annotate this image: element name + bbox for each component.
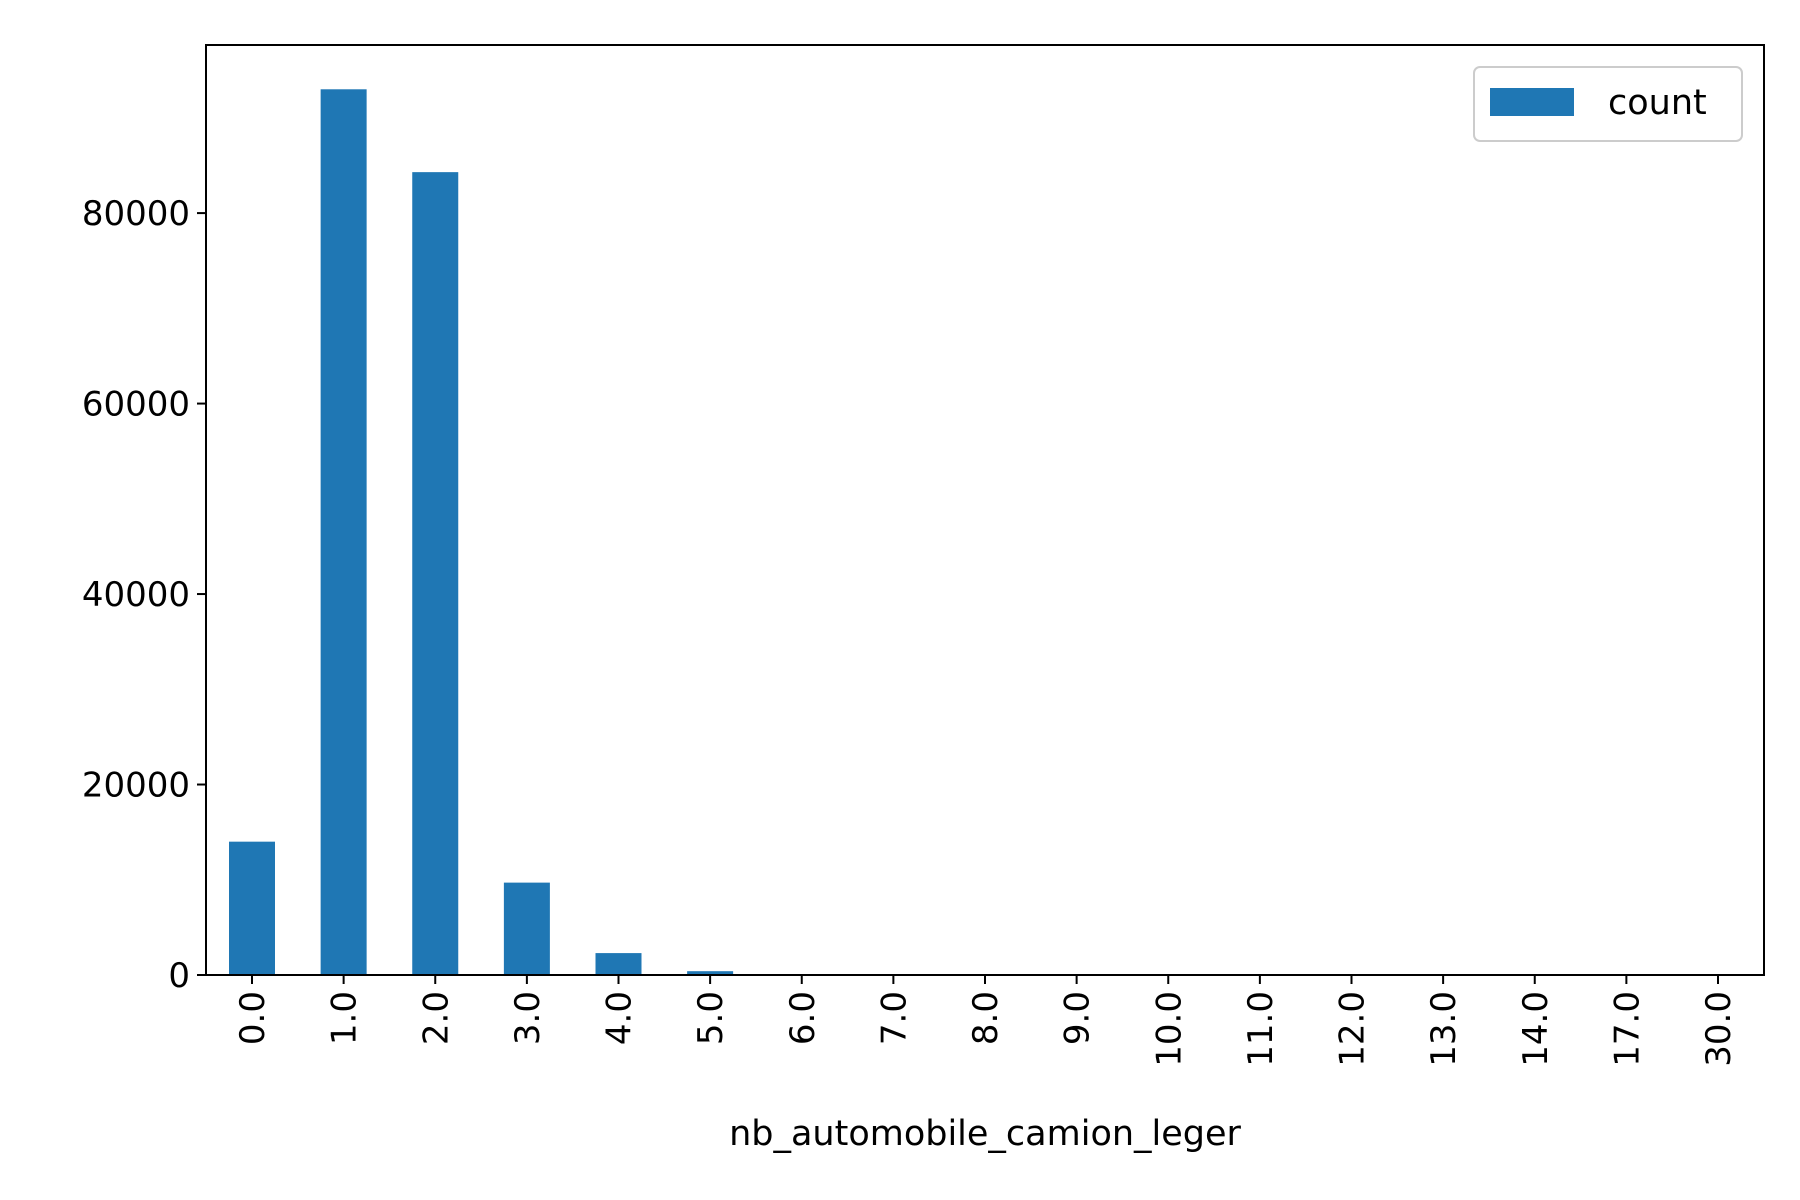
x-tick-label: 12.0 [1333,991,1373,1067]
bar-1.0 [320,89,367,976]
bars-layer [229,89,1741,976]
x-tick-label: 5.0 [691,991,731,1045]
y-tick-label: 80000 [82,194,190,234]
x-tick-label: 8.0 [966,991,1006,1045]
x-tick-label: 14.0 [1516,991,1556,1067]
legend-swatch [1490,88,1574,116]
ticks-layer: 0.0 1.0 2.0 3.0 4.0 5.0 6.0 7.0 8.0 9.0 10.0 11.0 12… [82,194,1739,1067]
x-tick-label: 0.0 [233,991,273,1045]
legend-label: count [1608,83,1707,123]
y-tick-label: 40000 [82,575,190,615]
x-tick-label: 1.0 [325,991,365,1045]
x-tick-label: 10.0 [1149,991,1189,1067]
y-tick-label: 20000 [82,766,190,806]
x-tick-label: 4.0 [600,991,640,1045]
x-tick-label: 6.0 [783,991,823,1045]
plot-frame [205,44,1765,976]
x-tick-label: 13.0 [1424,991,1464,1067]
legend-box [1473,66,1743,142]
y-tick-label: 60000 [82,385,190,425]
x-tick-label: 2.0 [416,991,456,1045]
bar-2.0 [412,172,459,975]
x-tick-label: 17.0 [1607,991,1647,1067]
bar-4.0 [595,953,642,975]
x-tick-label: 7.0 [874,991,914,1045]
legend: count [1473,66,1743,142]
y-tick-label: 0 [168,956,190,996]
x-tick-label: 11.0 [1241,991,1281,1067]
bar-5.0 [687,971,734,975]
x-axis-label: nb_automobile_camion_leger [729,1114,1241,1154]
bar-0.0 [229,841,275,975]
x-tick-label: 3.0 [508,991,548,1045]
x-tick-label: 9.0 [1058,991,1098,1045]
x-tick-label: 30.0 [1699,991,1739,1067]
bar-3.0 [503,882,550,975]
